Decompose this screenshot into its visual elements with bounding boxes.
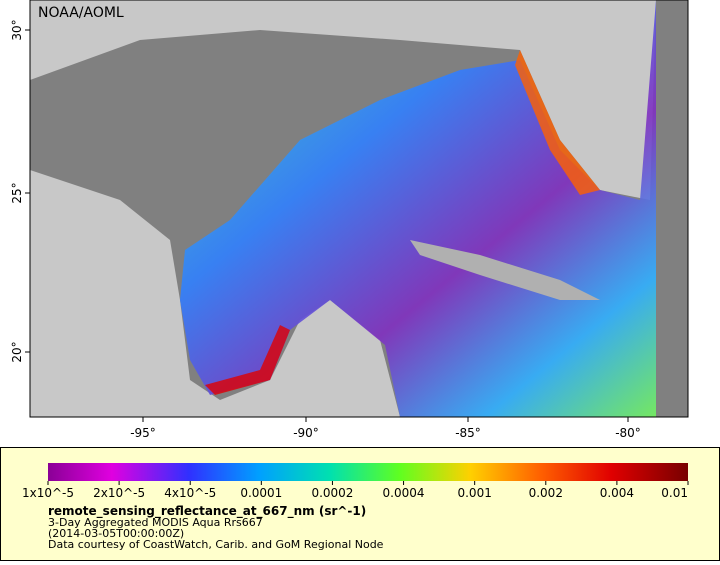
colorbar-label: 0.0001 [240,486,282,500]
watermark: NOAA/AOML [38,5,124,21]
colorbar-labels: 1x10^-5 2x10^-5 4x10^-5 0.0001 0.0002 0.0004 0… [22,481,689,500]
legend-variable: remote_sensing_reflectance_at_667_nm (sr… [48,504,366,519]
lon-label: -90° [293,426,319,440]
lon-label: -85° [455,426,481,440]
colorbar-label: 0.0002 [311,486,353,500]
lon-label: -80° [615,426,641,440]
legend-time: (2014-03-05T00:00:00Z) [48,527,184,540]
colorbar-label: 0.002 [529,486,563,500]
colorbar-label: 0.0004 [383,486,425,500]
colorbar-label: 0.01 [661,486,688,500]
coastal-high [515,50,600,195]
no-data-strip [656,0,688,417]
lon-axis: -95° -90° -85° -80° [130,417,641,440]
colorbar-label: 4x10^-5 [164,486,216,500]
coastal-high [205,325,290,395]
colorbar-label: 0.001 [457,486,491,500]
lat-label: 30° [10,19,24,40]
colorbar-label: 0.004 [600,486,634,500]
colorbar-label: 2x10^-5 [93,486,145,500]
colorbar [48,463,688,481]
lat-axis: 30° 25° 20° [10,19,30,363]
lat-label: 25° [10,182,24,203]
reflectance-data [180,0,688,417]
lon-label: -95° [130,426,156,440]
cuba [410,240,600,300]
legend-dataset: 3-Day Aggregated MODIS Aqua Rrs667 [48,516,263,529]
colorbar-label: 1x10^-5 [22,486,74,500]
map-frame [29,0,689,418]
legend-credit: Data courtesy of CoastWatch, Carib. and … [48,538,384,551]
lat-label: 20° [10,341,24,362]
